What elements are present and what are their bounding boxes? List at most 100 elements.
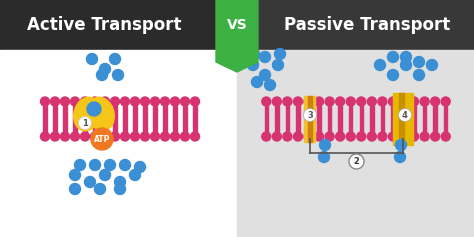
Circle shape <box>388 69 399 81</box>
Bar <box>173 106 177 119</box>
Bar <box>338 119 342 132</box>
Bar <box>93 119 97 132</box>
Circle shape <box>74 160 85 170</box>
Circle shape <box>84 177 95 187</box>
Circle shape <box>81 132 90 141</box>
Text: 4: 4 <box>402 110 408 119</box>
Bar <box>275 119 279 132</box>
Circle shape <box>315 97 324 106</box>
Bar <box>393 93 413 145</box>
Bar <box>423 106 426 119</box>
Circle shape <box>395 140 407 150</box>
Circle shape <box>410 132 419 141</box>
Circle shape <box>100 64 110 74</box>
Circle shape <box>115 177 126 187</box>
Bar <box>113 106 117 119</box>
Bar <box>153 106 157 119</box>
Text: Active Transport: Active Transport <box>27 16 182 34</box>
Circle shape <box>129 169 140 181</box>
Circle shape <box>171 132 180 141</box>
Circle shape <box>87 102 101 116</box>
Circle shape <box>97 69 108 81</box>
Text: VS: VS <box>227 18 247 32</box>
Bar <box>338 106 342 119</box>
Bar <box>0 0 237 50</box>
Ellipse shape <box>73 97 100 131</box>
Circle shape <box>40 97 49 106</box>
Circle shape <box>61 97 70 106</box>
Circle shape <box>378 132 387 141</box>
Circle shape <box>410 97 419 106</box>
Circle shape <box>346 97 355 106</box>
Circle shape <box>303 109 317 122</box>
Circle shape <box>325 97 334 106</box>
Bar <box>83 119 87 132</box>
Circle shape <box>115 183 126 195</box>
Circle shape <box>431 132 440 141</box>
Circle shape <box>420 132 429 141</box>
Circle shape <box>79 117 91 129</box>
Text: Passive Transport: Passive Transport <box>284 16 450 34</box>
Circle shape <box>259 69 271 81</box>
Circle shape <box>378 97 387 106</box>
Circle shape <box>420 97 429 106</box>
Bar <box>193 119 197 132</box>
Circle shape <box>325 132 334 141</box>
Circle shape <box>71 132 80 141</box>
Circle shape <box>293 97 302 106</box>
Circle shape <box>283 132 292 141</box>
Circle shape <box>151 97 159 106</box>
Bar <box>444 119 447 132</box>
Bar <box>370 106 374 119</box>
Circle shape <box>90 160 100 170</box>
Circle shape <box>40 132 49 141</box>
Bar <box>433 119 437 132</box>
Circle shape <box>389 97 397 106</box>
Circle shape <box>140 97 149 106</box>
Circle shape <box>389 132 397 141</box>
Bar <box>359 106 363 119</box>
Bar <box>113 119 117 132</box>
Circle shape <box>104 160 116 170</box>
Bar <box>63 119 67 132</box>
Circle shape <box>374 59 385 70</box>
Circle shape <box>357 132 366 141</box>
Circle shape <box>110 132 119 141</box>
Bar <box>237 50 474 237</box>
Circle shape <box>357 97 366 106</box>
Circle shape <box>274 49 285 59</box>
Circle shape <box>161 132 170 141</box>
Circle shape <box>51 132 60 141</box>
Bar <box>402 119 405 132</box>
Circle shape <box>259 51 271 63</box>
Bar <box>93 106 97 119</box>
Bar <box>237 0 474 50</box>
Circle shape <box>120 97 129 106</box>
Circle shape <box>161 97 170 106</box>
Ellipse shape <box>88 97 114 131</box>
Circle shape <box>262 97 271 106</box>
Bar <box>381 106 384 119</box>
Bar <box>163 106 167 119</box>
Circle shape <box>130 97 139 106</box>
Circle shape <box>304 97 313 106</box>
Circle shape <box>264 79 275 91</box>
Bar <box>370 119 374 132</box>
Circle shape <box>319 151 329 163</box>
Bar <box>173 119 177 132</box>
Circle shape <box>252 77 263 87</box>
Circle shape <box>86 54 98 64</box>
Circle shape <box>109 54 120 64</box>
Circle shape <box>94 183 106 195</box>
Bar <box>275 106 279 119</box>
Circle shape <box>100 97 109 106</box>
Bar <box>391 119 395 132</box>
Circle shape <box>388 51 399 63</box>
Bar <box>133 119 137 132</box>
Circle shape <box>293 132 302 141</box>
Circle shape <box>319 140 330 150</box>
Circle shape <box>140 132 149 141</box>
Circle shape <box>273 59 283 70</box>
Circle shape <box>346 132 355 141</box>
Text: 2: 2 <box>354 157 359 166</box>
